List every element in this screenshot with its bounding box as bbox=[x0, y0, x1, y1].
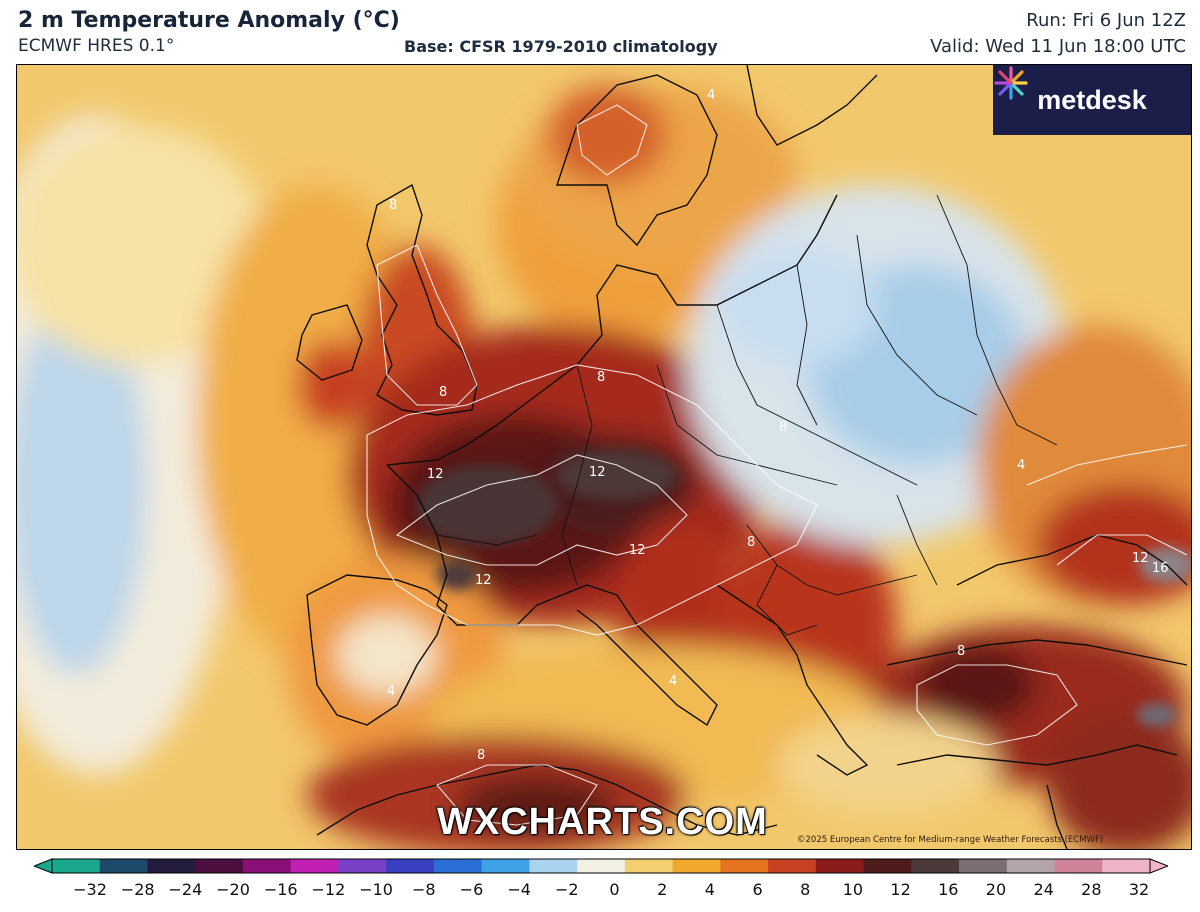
colorbar-segment bbox=[1006, 859, 1056, 873]
colorbar-tick-label: 28 bbox=[1081, 880, 1102, 899]
contour-label: 8 bbox=[779, 420, 787, 435]
valid-time-label: Valid: Wed 11 Jun 18:00 UTC bbox=[930, 36, 1186, 57]
colorbar-segment bbox=[529, 859, 578, 873]
contour-label: 8 bbox=[477, 748, 485, 763]
colorbar-tick-label: −12 bbox=[311, 880, 346, 899]
coastlines bbox=[296, 65, 1188, 849]
colorbar-tick-label: 12 bbox=[890, 880, 911, 899]
colorbar-tick-label: −24 bbox=[168, 880, 203, 899]
colorbar-segment bbox=[577, 859, 626, 873]
model-label: ECMWF HRES 0.1° bbox=[18, 36, 175, 56]
colorbar-tick-label: 24 bbox=[1033, 880, 1054, 899]
anomaly-contours bbox=[366, 104, 1188, 826]
colorbar-segment bbox=[1102, 859, 1151, 873]
colorbar-segment bbox=[242, 859, 292, 873]
contour-label: 12 bbox=[1132, 551, 1149, 566]
colorbar-segment bbox=[911, 859, 960, 873]
colorbar bbox=[34, 858, 1168, 874]
colorbar-segment bbox=[338, 859, 387, 873]
colorbar-segment bbox=[147, 859, 196, 873]
colorbar-segment bbox=[1054, 859, 1103, 873]
colorbar-tick-label: 2 bbox=[657, 880, 668, 899]
colorbar-left-arrow bbox=[34, 858, 53, 874]
colorbar-tick-label: 20 bbox=[985, 880, 1007, 899]
colorbar-tick-label: 4 bbox=[704, 880, 715, 899]
metdesk-logo[interactable]: metdesk bbox=[993, 65, 1191, 135]
contour-label: 12 bbox=[629, 543, 646, 558]
colorbar-tick-label: −10 bbox=[359, 880, 393, 899]
colorbar-tick-label: 32 bbox=[1128, 880, 1150, 899]
contour-label: 12 bbox=[589, 465, 606, 480]
colorbar-segment bbox=[52, 859, 101, 873]
watermark: WXCHARTS.COM bbox=[437, 801, 768, 843]
colorbar-tick-label: 10 bbox=[842, 880, 864, 899]
climatology-base-label: Base: CFSR 1979-2010 climatology bbox=[404, 37, 718, 56]
colorbar-segment bbox=[99, 859, 148, 873]
chart-title: 2 m Temperature Anomaly (°C) bbox=[18, 8, 400, 33]
starburst-icon bbox=[994, 66, 1028, 100]
colorbar-tick-label: −28 bbox=[120, 880, 155, 899]
colorbar-segment bbox=[433, 859, 483, 873]
contour-label: 16 bbox=[1152, 561, 1169, 576]
colorbar-segment bbox=[290, 859, 339, 873]
colorbar-tick-label: 16 bbox=[938, 880, 959, 899]
colorbar-tick-labels: −32 −28 −24 −20 −16 −12 −10 −8 −6 −4 −2 0 2 4 6 8 10 12 16… bbox=[0, 880, 1200, 902]
contour-label: 4 bbox=[669, 674, 677, 689]
colorbar-frame bbox=[51, 858, 1151, 874]
colorbar-segment bbox=[624, 859, 674, 873]
colorbar-tick-label: −6 bbox=[459, 880, 484, 899]
colorbar-segment bbox=[672, 859, 721, 873]
contour-label: 8 bbox=[439, 385, 447, 400]
colorbar-tick-label: −20 bbox=[216, 880, 250, 899]
colorbar-tick-label: −8 bbox=[411, 880, 436, 899]
colorbar-tick-label: −2 bbox=[555, 880, 579, 899]
colorbar-segment bbox=[195, 859, 244, 873]
map-canvas: 12 12 12 12 12 16 8 8 8 8 8 8 8 4 4 4 4 bbox=[17, 65, 1191, 849]
contour-label: 8 bbox=[389, 198, 397, 213]
copyright-notice: ©2025 European Centre for Medium-range W… bbox=[797, 835, 1104, 845]
colorbar-segment bbox=[863, 859, 912, 873]
colorbar-segment bbox=[481, 859, 530, 873]
contour-labels: 12 12 12 12 12 16 8 8 8 8 8 8 8 4 4 4 4 bbox=[387, 88, 1169, 763]
contour-label: 12 bbox=[475, 573, 492, 588]
contour-label: 4 bbox=[387, 684, 395, 699]
colorbar-segment bbox=[720, 859, 769, 873]
colorbar-tick-label: 6 bbox=[752, 880, 763, 899]
contour-label: 8 bbox=[957, 644, 965, 659]
colorbar-segment bbox=[959, 859, 1008, 873]
colorbar-tick-label: −4 bbox=[507, 880, 531, 899]
country-borders bbox=[436, 194, 1058, 636]
colorbar-right-arrow bbox=[1149, 858, 1168, 874]
contour-label: 4 bbox=[1017, 458, 1025, 473]
colorbar-tick-label: −16 bbox=[263, 880, 298, 899]
colorbar-tick-label: 8 bbox=[800, 880, 811, 899]
logo-text: metdesk bbox=[1037, 84, 1147, 115]
contour-label: 8 bbox=[597, 370, 605, 385]
colorbar-segment bbox=[386, 859, 435, 873]
anomaly-hotspots bbox=[417, 450, 1191, 727]
contour-label: 8 bbox=[747, 535, 755, 550]
colorbar-segment bbox=[815, 859, 865, 873]
run-time-label: Run: Fri 6 Jun 12Z bbox=[1026, 10, 1186, 31]
colorbar-tick-label: −32 bbox=[73, 880, 107, 899]
temperature-anomaly-map: 12 12 12 12 12 16 8 8 8 8 8 8 8 4 4 4 4 bbox=[16, 64, 1192, 850]
contour-label: 12 bbox=[427, 467, 444, 482]
colorbar-segment bbox=[768, 859, 817, 873]
colorbar-tick-label: 0 bbox=[609, 880, 620, 899]
contour-label: 4 bbox=[707, 88, 715, 103]
